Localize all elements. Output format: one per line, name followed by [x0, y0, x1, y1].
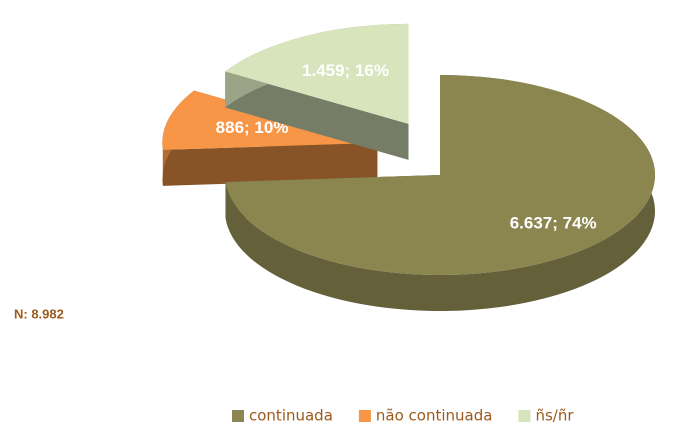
legend-swatch	[518, 410, 531, 422]
slice: 1.459; 16%	[225, 23, 409, 160]
data-label: 886; 10%	[216, 118, 289, 137]
slice-wall	[225, 71, 409, 160]
legend-label: não continuada	[376, 407, 493, 425]
legend-swatch	[358, 410, 371, 422]
slice	[225, 75, 655, 275]
legend-swatch	[232, 410, 244, 422]
data-label: 1.459; 16%	[302, 61, 389, 80]
legend-label: ñs/ñr	[535, 407, 574, 425]
legend-label: continuada	[249, 407, 333, 425]
annotation: N: 8.982	[14, 306, 64, 321]
data-label: 6.637; 74%	[510, 214, 597, 233]
slice	[225, 23, 409, 124]
slice: 6.637; 74%	[225, 75, 655, 311]
